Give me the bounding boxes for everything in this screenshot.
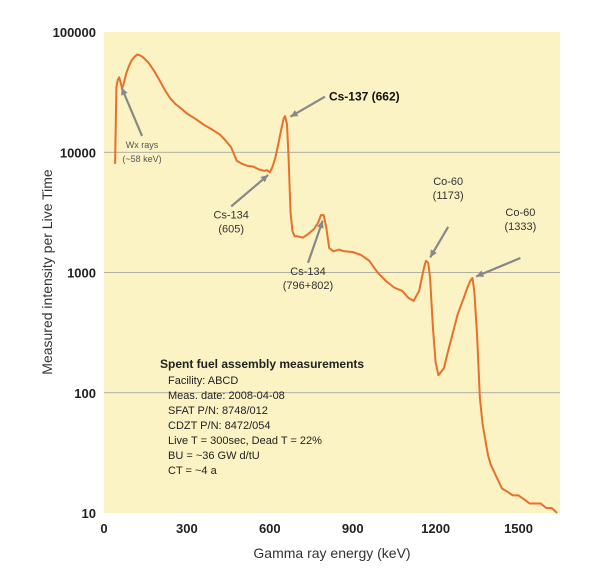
annotation-3: Cs-134 (796+802) (283, 220, 333, 292)
annotation-arrowhead-4 (430, 249, 437, 258)
info-box-line-sfat: SFAT P/N: 8748/012 (168, 405, 268, 417)
x-axis-label: Gamma ray energy (keV) (253, 545, 410, 561)
y-tick-label-1: 100 (74, 386, 96, 401)
annotation-label-5-line-1: (1333) (504, 221, 536, 233)
info-box-line-meas-date: Meas. date: 2008-04-08 (168, 390, 285, 402)
annotation-label-0-line-1: (~58 keV) (122, 154, 161, 164)
annotation-label-4-line-1: (1173) (433, 190, 464, 202)
annotation-arrow-3 (306, 220, 324, 264)
x-tick-label-2: 600 (259, 521, 281, 536)
annotation-arrowhead-2 (260, 174, 269, 183)
x-tick-label-1: 300 (176, 521, 198, 536)
x-tick-label-4: 1200 (421, 521, 450, 536)
info-box-line-cooling-time: CT = ~4 a (168, 465, 218, 477)
info-box-line-burnup: BU = ~36 GW d/tU (168, 450, 260, 462)
annotation-1: Cs-137 (662) (289, 90, 400, 118)
info-box-title: Spent fuel assembly measurements (160, 357, 364, 371)
x-tick-label-0: 0 (100, 521, 107, 536)
annotation-label-4-line-0: Co-60 (433, 176, 463, 188)
annotation-label-3-line-1: (796+802) (283, 280, 333, 292)
annotation-label-5-line-0: Co-60 (505, 207, 535, 219)
y-tick-label-2: 1000 (67, 266, 96, 281)
annotation-arrow-2 (230, 174, 269, 208)
annotation-label-0-line-0: Wx rays (126, 140, 159, 150)
annotation-arrowhead-0 (121, 87, 128, 96)
annotation-label-3-line-0: Cs-134 (290, 266, 325, 278)
annotation-label-1-line-0: Cs-137 (662) (329, 90, 400, 104)
annotation-arrow-5 (475, 256, 521, 278)
info-box: Spent fuel assembly measurements Facilit… (160, 357, 364, 477)
annotation-arrowhead-1 (290, 110, 299, 117)
annotation-arrow-0 (120, 87, 144, 137)
y-tick-label-0: 10 (82, 506, 96, 521)
info-box-line-cdzt: CDZT P/N: 8472/054 (168, 420, 271, 432)
annotation-4: Co-60 (1173) (429, 176, 464, 258)
info-box-line-facility: Facility: ABCD (168, 375, 238, 387)
x-tick-label-3: 900 (342, 521, 364, 536)
annotation-2: Cs-134 (605) (213, 174, 269, 235)
annotation-5: Co-60 (1333) (475, 207, 536, 278)
y-axis-ticks: 10 100 1000 10000 100000 (53, 25, 96, 521)
x-tick-label-5: 1500 (504, 521, 533, 536)
annotation-arrowhead-3 (317, 220, 324, 229)
peak-annotations: Wx rays(~58 keV)Cs-137 (662)Cs-134(605)C… (120, 87, 536, 292)
annotation-0: Wx rays (~58 keV) (120, 87, 162, 164)
annotation-arrowhead-5 (476, 270, 485, 277)
series-line (114, 53, 558, 514)
annotation-label-2-line-0: Cs-134 (213, 209, 248, 221)
annotation-label-2-line-1: (605) (218, 223, 244, 235)
y-axis-label: Measured intensity per Live Time (39, 169, 55, 375)
x-axis-ticks: 0 300 600 900 1200 1500 (100, 521, 533, 536)
y-tick-label-4: 100000 (53, 25, 96, 40)
y-tick-label-3: 10000 (60, 145, 96, 160)
info-box-line-live-time: Live T = 300sec, Dead T = 22% (168, 435, 322, 447)
